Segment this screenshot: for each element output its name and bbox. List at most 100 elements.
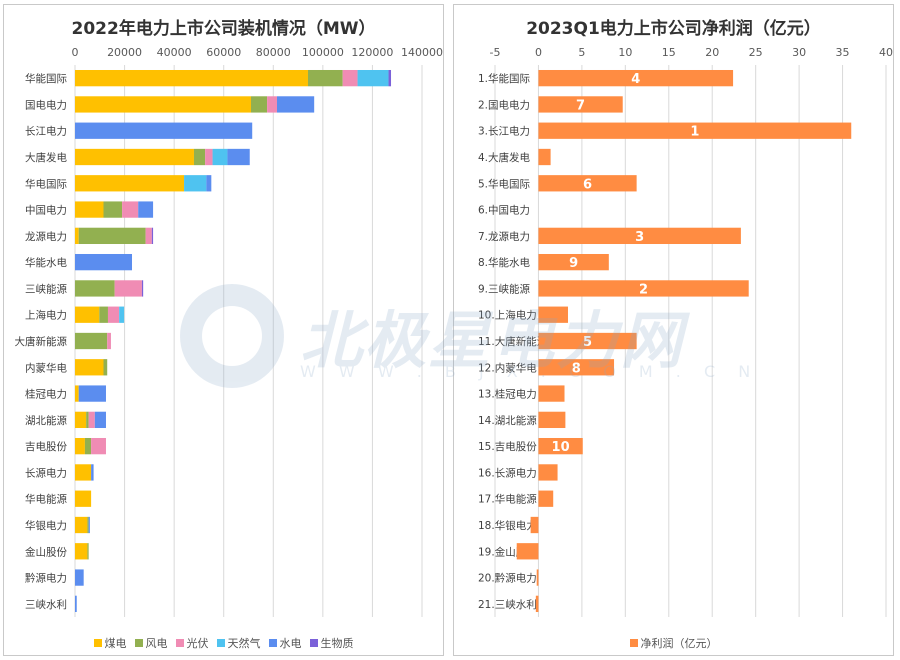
bar-segment bbox=[538, 280, 749, 297]
category-label: 21.三峡水利 bbox=[478, 598, 537, 611]
bar-segment bbox=[538, 411, 566, 429]
bar-segment bbox=[388, 69, 392, 87]
bar-segment bbox=[75, 96, 251, 113]
bar-segment bbox=[75, 227, 79, 245]
bar-segment bbox=[267, 96, 278, 113]
x-tick-label: 20000 bbox=[107, 46, 142, 59]
bar-segment bbox=[535, 595, 539, 613]
bar-segment bbox=[538, 122, 852, 139]
bar-segment bbox=[114, 280, 142, 297]
x-tick-label: 120000 bbox=[351, 46, 393, 59]
bar-segment bbox=[75, 490, 92, 507]
bar-segment bbox=[342, 69, 358, 87]
category-label: 华银电力 bbox=[25, 519, 67, 532]
category-label: 大唐新能源 bbox=[15, 335, 68, 348]
bar-segment bbox=[530, 516, 539, 534]
bar-segment bbox=[107, 332, 111, 350]
legend-swatch bbox=[93, 639, 102, 647]
legend-label: 净利润（亿元） bbox=[640, 637, 718, 650]
x-tick-label: 15 bbox=[662, 46, 676, 59]
category-label: 12.内蒙华电 bbox=[478, 361, 537, 374]
category-label: 湖北能源 bbox=[25, 414, 67, 427]
capacity-chart-svg: 0 20000 40000 60000 80000 100000 120000 140000 华… bbox=[15, 46, 443, 617]
bar-segment bbox=[250, 96, 268, 113]
legend-swatch bbox=[216, 639, 225, 647]
bar-segment bbox=[538, 306, 568, 323]
x-tick-label: 40 bbox=[879, 46, 893, 59]
category-label: 华能水电 bbox=[25, 256, 67, 269]
bar-segment bbox=[75, 148, 194, 166]
bar-segment bbox=[75, 122, 253, 139]
category-label: 16.长源电力 bbox=[478, 466, 537, 479]
bar-segment bbox=[75, 69, 308, 87]
bar-segment bbox=[75, 306, 100, 323]
bar-segment bbox=[94, 411, 106, 429]
bar-segment bbox=[151, 227, 154, 245]
category-label: 大唐发电 bbox=[25, 151, 67, 164]
bar-segment bbox=[84, 437, 92, 455]
legend-swatch bbox=[309, 639, 318, 647]
category-label: 华能国际 bbox=[25, 72, 67, 85]
bar-segment bbox=[184, 175, 207, 192]
bar-segment bbox=[75, 385, 79, 402]
legend-item: 水电 bbox=[268, 635, 302, 651]
bar-segment bbox=[75, 595, 77, 613]
bar-segment bbox=[86, 411, 89, 429]
legend-swatch bbox=[629, 639, 638, 647]
legend-item: 煤电 bbox=[93, 635, 127, 651]
rank-label: 2 bbox=[639, 282, 648, 297]
category-label: 三峡水利 bbox=[25, 598, 67, 611]
bar-segment bbox=[538, 490, 554, 507]
bar-segment bbox=[99, 306, 108, 323]
bar-segment bbox=[205, 148, 213, 166]
category-label: 6.中国电力 bbox=[478, 204, 530, 217]
category-label: 9.三峡能源 bbox=[478, 282, 531, 295]
x-tick-label: 5 bbox=[578, 46, 585, 59]
legend-label: 生物质 bbox=[320, 637, 354, 650]
category-label: 上海电力 bbox=[25, 309, 67, 322]
x-tick-label: 60000 bbox=[206, 46, 241, 59]
category-label: 1.华能国际 bbox=[478, 72, 530, 85]
category-label: 15.吉电股份 bbox=[478, 440, 537, 453]
x-tick-label: 0 bbox=[535, 46, 542, 59]
legend-label: 光伏 bbox=[186, 637, 209, 650]
bar-segment bbox=[145, 227, 152, 245]
x-tick-label: 80000 bbox=[256, 46, 291, 59]
bar-segment bbox=[538, 96, 623, 113]
bar-segment bbox=[75, 516, 88, 534]
rank-label: 3 bbox=[635, 230, 644, 245]
category-label: 8.华能水电 bbox=[478, 256, 531, 269]
bar-segment bbox=[122, 201, 139, 218]
category-label: 4.大唐发电 bbox=[478, 151, 531, 164]
category-label: 7.龙源电力 bbox=[478, 230, 530, 243]
legend-label: 风电 bbox=[145, 637, 168, 650]
bar-segment bbox=[75, 201, 104, 218]
bar-segment bbox=[75, 569, 84, 586]
bar-segment bbox=[88, 516, 90, 534]
x-tick-label: 30 bbox=[792, 46, 806, 59]
category-label: 三峡能源 bbox=[25, 282, 67, 295]
category-label: 5.华电国际 bbox=[478, 177, 530, 190]
category-label: 吉电股份 bbox=[25, 440, 67, 453]
x-tick-label: 40000 bbox=[157, 46, 192, 59]
category-label: 14.湖北能源 bbox=[478, 414, 537, 427]
x-tick-label: 140000 bbox=[401, 46, 443, 59]
rank-label: 6 bbox=[583, 177, 592, 192]
legend-item: 光伏 bbox=[175, 635, 209, 651]
x-tick-label: -5 bbox=[490, 46, 501, 59]
category-label: 长源电力 bbox=[25, 466, 67, 479]
bar-segment bbox=[536, 569, 539, 586]
legend-label: 天然气 bbox=[227, 637, 261, 650]
rank-label: 10 bbox=[552, 440, 570, 455]
rank-label: 4 bbox=[631, 72, 640, 87]
bar-segment bbox=[91, 464, 94, 481]
category-label: 国电电力 bbox=[25, 98, 67, 111]
category-label: 11.大唐新能源 bbox=[478, 335, 548, 348]
bar-segment bbox=[227, 148, 250, 166]
bar-segment bbox=[87, 543, 89, 560]
bar-segment bbox=[75, 280, 115, 297]
bar-segment bbox=[103, 201, 123, 218]
bar-segment bbox=[277, 96, 315, 113]
legend-label: 水电 bbox=[279, 637, 302, 650]
bar-segment bbox=[193, 148, 206, 166]
